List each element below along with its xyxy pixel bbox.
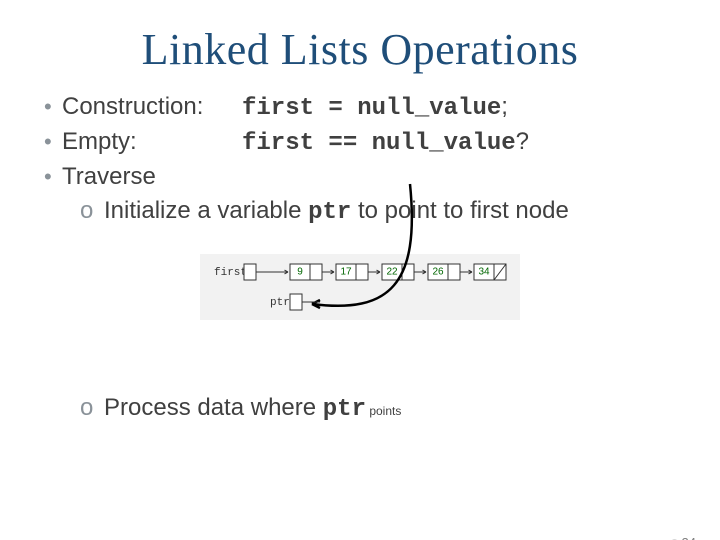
content-area: • Construction: first = null_value; • Em… xyxy=(44,93,676,423)
code-text: first == null_value xyxy=(242,130,516,157)
sub-suffix: points xyxy=(366,404,401,418)
bullet-label: Empty: xyxy=(62,128,242,156)
linked-list-diagram: first 9 17 22 26 34 ptr xyxy=(44,244,676,364)
svg-text:9: 9 xyxy=(297,267,303,278)
svg-text:26: 26 xyxy=(432,267,444,278)
diagram-svg: first 9 17 22 26 34 ptr xyxy=(80,244,640,364)
code-suffix: ; xyxy=(501,93,508,120)
svg-text:34: 34 xyxy=(478,267,490,278)
sub-bullet-process: o Process data where ptr points xyxy=(80,394,676,423)
page-number: 24 xyxy=(671,535,696,540)
svg-text:first: first xyxy=(214,267,247,279)
sub-code: ptr xyxy=(308,199,351,226)
bullet-code: first = null_value; xyxy=(242,93,676,122)
sub-code: ptr xyxy=(323,396,366,423)
sub-text: Process data where ptr points xyxy=(104,394,401,423)
bullet-construction: • Construction: first = null_value; xyxy=(44,93,676,122)
page-title: Linked Lists Operations xyxy=(0,24,720,75)
bullet-empty: • Empty: first == null_value? xyxy=(44,128,676,157)
sub-suffix: to point to first node xyxy=(351,197,568,224)
bullet-marker: • xyxy=(44,96,62,118)
bullet-label: Construction: xyxy=(62,93,242,121)
svg-text:22: 22 xyxy=(386,267,398,278)
sub-prefix: Process data where xyxy=(104,394,323,421)
bullet-marker: • xyxy=(44,131,62,153)
code-text: first = null_value xyxy=(242,95,501,122)
bullet-marker: • xyxy=(44,166,62,188)
sub-marker: o xyxy=(80,197,104,225)
sub-marker: o xyxy=(80,394,104,422)
bullet-label: Traverse xyxy=(62,163,156,191)
code-suffix: ? xyxy=(516,128,529,155)
bullet-traverse: • Traverse xyxy=(44,163,676,191)
svg-text:ptr: ptr xyxy=(270,297,290,309)
sub-text: Initialize a variable ptr to point to fi… xyxy=(104,197,569,226)
pagenum-text: 24 xyxy=(682,535,696,540)
svg-text:17: 17 xyxy=(340,267,352,278)
sub-prefix: Initialize a variable xyxy=(104,197,308,224)
bullet-code: first == null_value? xyxy=(242,128,676,157)
sub-bullet-initialize: o Initialize a variable ptr to point to … xyxy=(80,197,676,226)
